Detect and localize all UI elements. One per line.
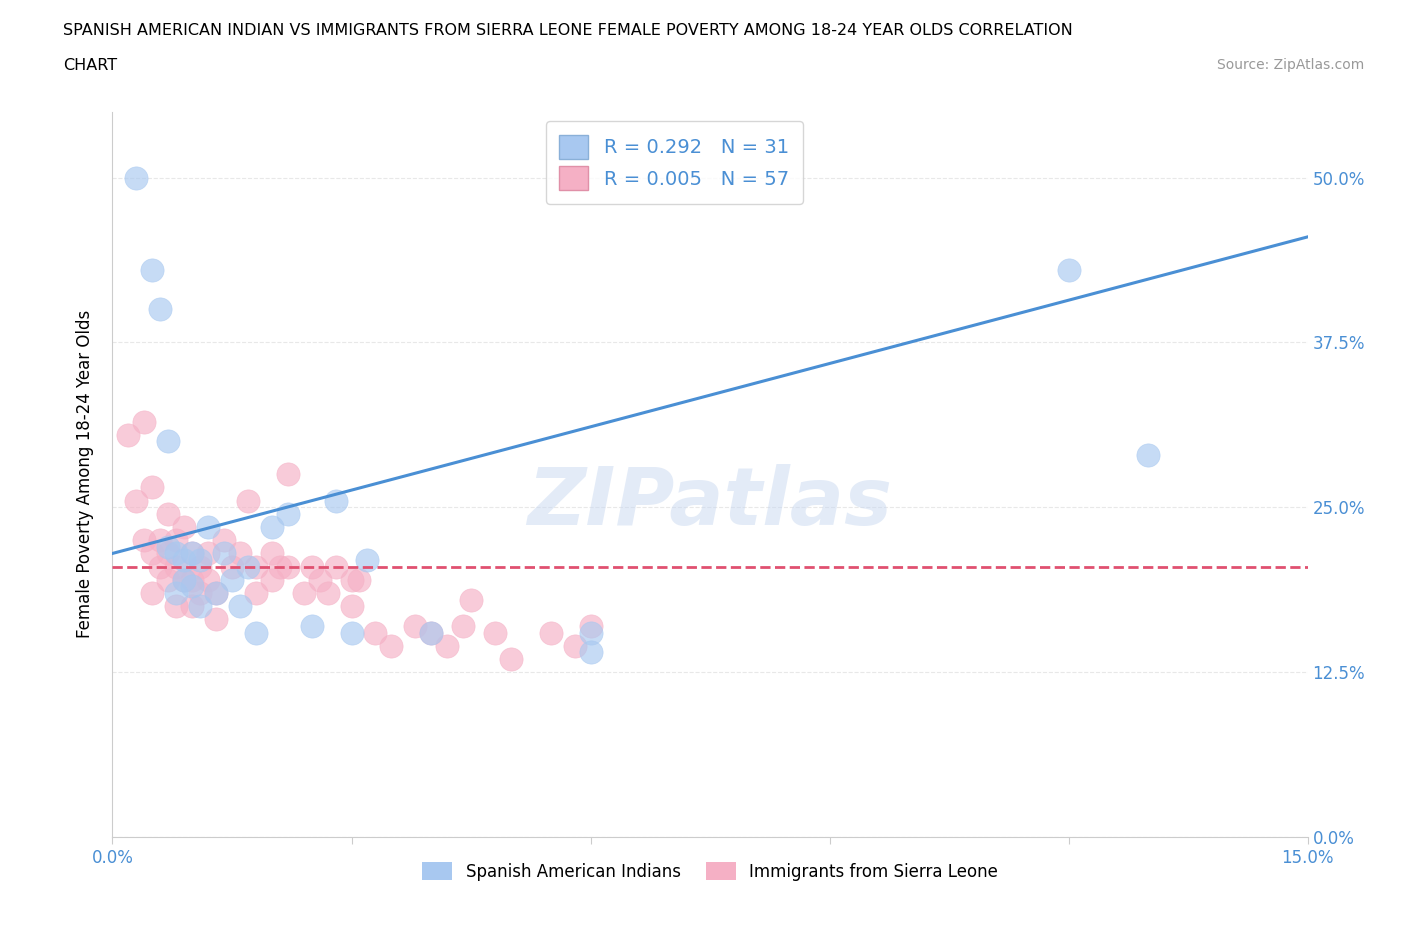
- Point: [292, 586, 315, 601]
- Point: [260, 572, 283, 587]
- Point: [181, 579, 204, 594]
- Point: [460, 592, 482, 607]
- Point: [149, 559, 172, 574]
- Point: [340, 625, 363, 640]
- Point: [269, 559, 291, 574]
- Point: [197, 520, 219, 535]
- Text: CHART: CHART: [63, 58, 117, 73]
- Point: [205, 612, 228, 627]
- Point: [229, 599, 252, 614]
- Point: [134, 533, 156, 548]
- Point: [212, 533, 235, 548]
- Point: [579, 625, 602, 640]
- Point: [260, 546, 283, 561]
- Point: [325, 493, 347, 508]
- Point: [117, 427, 139, 442]
- Y-axis label: Female Poverty Among 18-24 Year Olds: Female Poverty Among 18-24 Year Olds: [76, 311, 94, 638]
- Point: [205, 586, 228, 601]
- Point: [564, 638, 586, 653]
- Point: [141, 262, 163, 277]
- Point: [308, 572, 330, 587]
- Point: [165, 559, 187, 574]
- Text: ZIPatlas: ZIPatlas: [527, 464, 893, 542]
- Point: [277, 507, 299, 522]
- Legend: Spanish American Indians, Immigrants from Sierra Leone: Spanish American Indians, Immigrants fro…: [409, 849, 1011, 894]
- Point: [125, 170, 148, 185]
- Point: [149, 533, 172, 548]
- Point: [173, 552, 195, 567]
- Point: [484, 625, 506, 640]
- Point: [165, 546, 187, 561]
- Point: [212, 546, 235, 561]
- Point: [165, 586, 187, 601]
- Point: [157, 572, 180, 587]
- Point: [173, 572, 195, 587]
- Point: [340, 599, 363, 614]
- Point: [197, 572, 219, 587]
- Point: [1137, 447, 1160, 462]
- Point: [188, 552, 211, 567]
- Point: [181, 572, 204, 587]
- Point: [141, 480, 163, 495]
- Point: [205, 586, 228, 601]
- Point: [141, 546, 163, 561]
- Point: [188, 599, 211, 614]
- Point: [245, 625, 267, 640]
- Point: [141, 586, 163, 601]
- Point: [260, 520, 283, 535]
- Point: [579, 618, 602, 633]
- Point: [420, 625, 443, 640]
- Text: Source: ZipAtlas.com: Source: ZipAtlas.com: [1216, 58, 1364, 72]
- Point: [188, 559, 211, 574]
- Point: [420, 625, 443, 640]
- Point: [157, 539, 180, 554]
- Point: [451, 618, 474, 633]
- Point: [340, 572, 363, 587]
- Point: [134, 414, 156, 429]
- Point: [245, 586, 267, 601]
- Point: [236, 493, 259, 508]
- Point: [301, 559, 323, 574]
- Point: [579, 644, 602, 659]
- Point: [181, 546, 204, 561]
- Point: [436, 638, 458, 653]
- Point: [325, 559, 347, 574]
- Point: [157, 507, 180, 522]
- Point: [356, 552, 378, 567]
- Point: [380, 638, 402, 653]
- Point: [229, 546, 252, 561]
- Point: [181, 546, 204, 561]
- Point: [236, 559, 259, 574]
- Text: SPANISH AMERICAN INDIAN VS IMMIGRANTS FROM SIERRA LEONE FEMALE POVERTY AMONG 18-: SPANISH AMERICAN INDIAN VS IMMIGRANTS FR…: [63, 23, 1073, 38]
- Point: [221, 572, 243, 587]
- Point: [157, 434, 180, 449]
- Point: [349, 572, 371, 587]
- Point: [404, 618, 426, 633]
- Point: [316, 586, 339, 601]
- Point: [173, 520, 195, 535]
- Point: [188, 586, 211, 601]
- Point: [277, 559, 299, 574]
- Point: [165, 599, 187, 614]
- Point: [499, 652, 522, 667]
- Point: [173, 572, 195, 587]
- Point: [221, 559, 243, 574]
- Point: [125, 493, 148, 508]
- Point: [540, 625, 562, 640]
- Point: [277, 467, 299, 482]
- Point: [181, 599, 204, 614]
- Point: [197, 546, 219, 561]
- Point: [364, 625, 387, 640]
- Point: [245, 559, 267, 574]
- Point: [1057, 262, 1080, 277]
- Point: [149, 302, 172, 317]
- Point: [165, 533, 187, 548]
- Point: [157, 546, 180, 561]
- Point: [301, 618, 323, 633]
